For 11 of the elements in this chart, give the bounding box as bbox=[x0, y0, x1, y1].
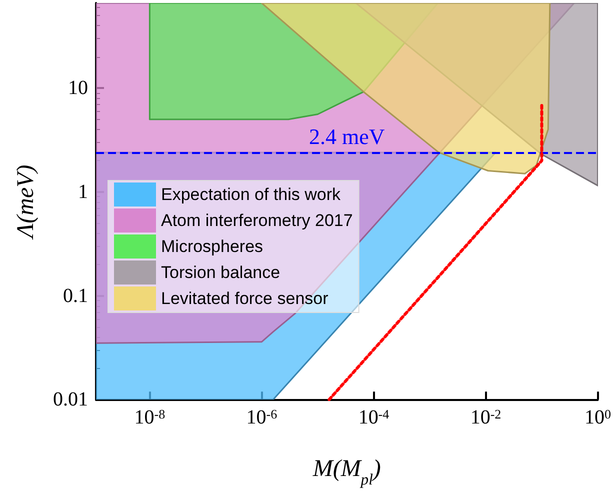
ref-line-label: 2.4 meV bbox=[308, 124, 385, 149]
y-tick-label: 0.01 bbox=[53, 388, 88, 411]
y-tick-label: 1 bbox=[78, 180, 88, 203]
legend-label: Expectation of this work bbox=[161, 185, 342, 204]
y-axis-title: Λ(meV) bbox=[13, 164, 39, 240]
y-tick-label: 10 bbox=[68, 77, 88, 100]
legend-label: Microspheres bbox=[161, 237, 264, 256]
legend-label: Torsion balance bbox=[161, 263, 280, 282]
legend-label: Levitated force sensor bbox=[161, 289, 329, 308]
legend-label: Atom interferometry 2017 bbox=[161, 211, 353, 230]
y-tick-label: 0.1 bbox=[63, 284, 88, 307]
